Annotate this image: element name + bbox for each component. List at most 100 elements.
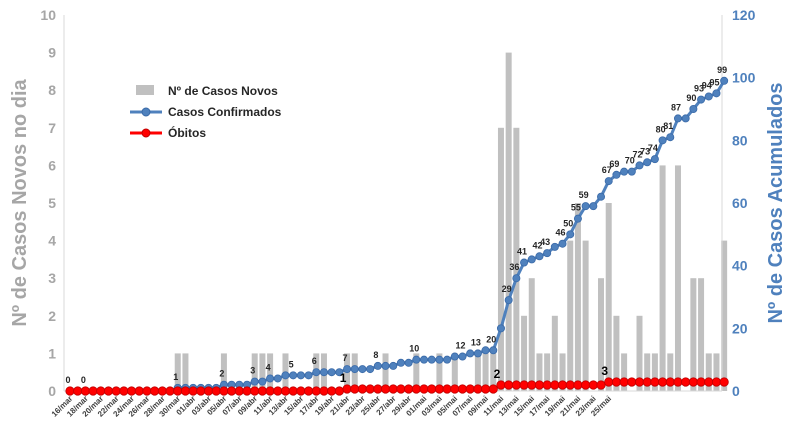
left-axis-title: Nº de Casos Novos no dia xyxy=(9,78,31,326)
cumulative-point xyxy=(512,274,521,283)
right-axis-title: Nº de Casos Acumulados xyxy=(765,82,787,323)
deaths-point xyxy=(211,386,221,396)
deaths-point xyxy=(650,377,660,387)
deaths-point xyxy=(173,386,183,396)
cumulative-point xyxy=(319,368,328,377)
new-cases-bar xyxy=(621,353,628,391)
deaths-point xyxy=(227,386,237,396)
cumulative-point xyxy=(412,355,421,364)
new-cases-bar xyxy=(705,353,712,391)
cumulative-point xyxy=(366,365,375,374)
right-tick-label: 100 xyxy=(732,70,756,86)
deaths-point xyxy=(303,386,314,396)
deaths-point xyxy=(388,384,398,394)
cumulative-data-label: 10 xyxy=(409,344,419,354)
deaths-point xyxy=(250,386,260,396)
deaths-point xyxy=(396,384,406,394)
cumulative-data-label: 73 xyxy=(640,146,650,156)
cumulative-point xyxy=(635,161,644,170)
cumulative-data-label: 2 xyxy=(219,369,224,379)
cumulative-point xyxy=(273,374,282,383)
cumulative-point xyxy=(473,349,482,358)
left-tick-label: 1 xyxy=(48,345,56,361)
deaths-point xyxy=(473,384,483,394)
deaths-point xyxy=(327,386,337,396)
deaths-point xyxy=(450,384,460,394)
cumulative-data-label: 0 xyxy=(81,375,86,385)
deaths-point xyxy=(704,377,714,387)
cumulative-point xyxy=(296,371,305,380)
deaths-point xyxy=(496,380,506,390)
new-cases-bar xyxy=(513,127,520,392)
deaths-point xyxy=(696,377,706,387)
cumulative-point xyxy=(450,352,459,361)
deaths-point xyxy=(203,386,214,396)
right-tick-label: 80 xyxy=(732,132,748,148)
right-tick-label: 20 xyxy=(732,320,748,336)
deaths-point xyxy=(619,377,629,387)
deaths-point xyxy=(511,380,521,390)
deaths-point xyxy=(480,384,491,394)
cumulative-data-label: 7 xyxy=(343,353,348,363)
cumulative-point xyxy=(550,242,559,251)
cumulative-point xyxy=(420,355,429,364)
new-cases-bar xyxy=(182,353,189,391)
new-cases-bar xyxy=(482,353,489,391)
deaths-point xyxy=(465,384,475,394)
deaths-point xyxy=(404,384,414,394)
deaths-point xyxy=(427,384,437,394)
cumulative-data-label: 1 xyxy=(173,372,178,382)
new-cases-bar xyxy=(551,315,558,391)
deaths-point xyxy=(565,380,575,390)
left-tick-label: 5 xyxy=(48,195,56,211)
cumulative-data-label: 81 xyxy=(663,121,673,131)
left-tick-label: 2 xyxy=(48,308,56,324)
deaths-point xyxy=(188,386,198,396)
new-cases-bar xyxy=(721,240,728,391)
deaths-point xyxy=(719,377,729,387)
cumulative-point xyxy=(566,230,575,239)
deaths-point xyxy=(65,386,75,396)
deaths-point xyxy=(242,386,252,396)
cumulative-point xyxy=(643,158,652,167)
new-cases-bar xyxy=(536,353,543,391)
new-cases-bar xyxy=(521,315,528,391)
cumulative-point xyxy=(650,155,659,164)
legend-cumulative-marker xyxy=(141,107,151,117)
new-cases-bar xyxy=(690,278,697,391)
left-tick-label: 6 xyxy=(48,157,56,173)
new-cases-bar xyxy=(436,353,443,391)
left-tick-label: 8 xyxy=(48,82,56,98)
legend: Nº de Casos Novos Casos Confirmados Óbit… xyxy=(130,84,282,140)
deaths-point xyxy=(504,380,514,390)
left-tick-label: 0 xyxy=(48,383,56,399)
bars-layer xyxy=(174,52,728,392)
new-cases-bar xyxy=(582,240,589,391)
deaths-layer xyxy=(65,377,729,396)
deaths-point xyxy=(581,380,591,390)
cumulative-point xyxy=(373,361,382,370)
new-cases-bar xyxy=(474,353,481,391)
cumulative-point xyxy=(458,352,467,361)
cumulative-point xyxy=(589,202,598,211)
deaths-point xyxy=(342,384,352,394)
right-tick-label: 0 xyxy=(732,383,740,399)
deaths-point xyxy=(296,386,306,396)
legend-deaths-label: Óbitos xyxy=(168,125,206,140)
cumulative-data-label: 12 xyxy=(455,341,465,351)
deaths-point xyxy=(357,384,368,394)
deaths-point xyxy=(219,386,229,396)
cumulative-point xyxy=(404,358,413,367)
new-cases-bar xyxy=(698,278,705,391)
cumulative-data-label: 93 xyxy=(694,84,704,94)
deaths-point xyxy=(119,386,129,396)
new-cases-bar xyxy=(497,127,504,392)
cumulative-point xyxy=(558,239,567,248)
cumulative-data-label: 13 xyxy=(471,337,481,347)
cumulative-data-label: 95 xyxy=(709,77,719,87)
new-cases-bar xyxy=(644,353,651,391)
cumulative-data-label: 72 xyxy=(632,149,642,159)
cumulative-data-label: 8 xyxy=(373,350,378,360)
deaths-point xyxy=(557,380,568,390)
